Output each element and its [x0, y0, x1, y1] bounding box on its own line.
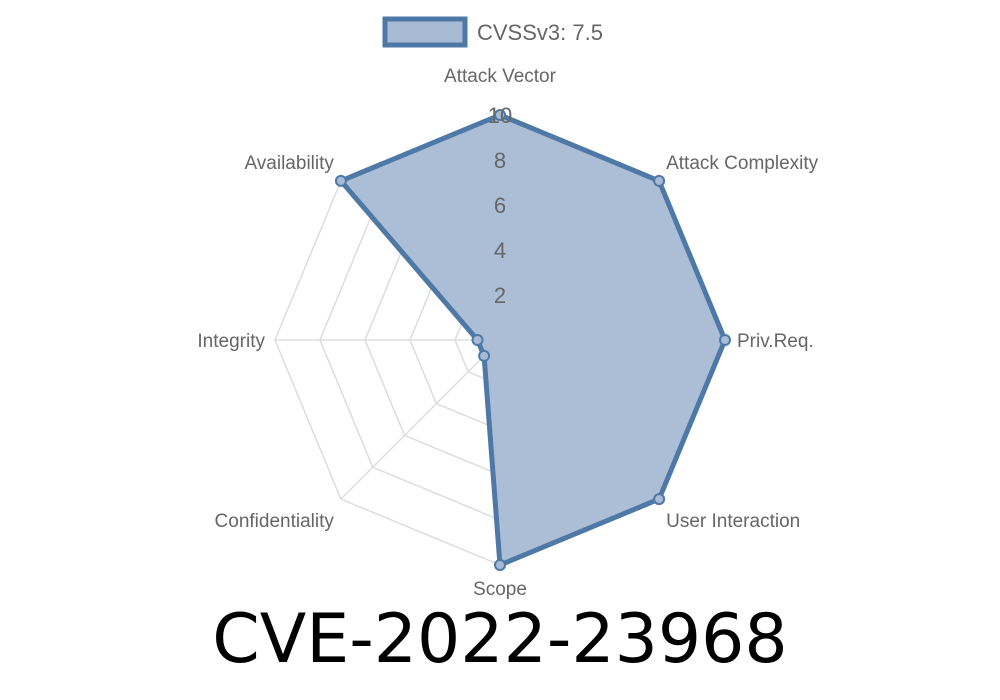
data-point-2[interactable] — [719, 334, 731, 346]
axis-label: Confidentiality — [215, 511, 335, 532]
axis-label: Availability — [244, 153, 334, 174]
tick-label: 8 — [494, 148, 506, 173]
axis-label: Attack Vector — [444, 66, 557, 87]
tick-labels: 2 4 6 8 10 — [488, 103, 512, 308]
data-point-7[interactable] — [334, 174, 347, 187]
axis-label: Integrity — [197, 331, 265, 352]
grid-spoke — [340, 339, 501, 500]
tick-label: 6 — [494, 193, 506, 218]
legend-swatch — [382, 16, 468, 48]
tick-label: 10 — [488, 103, 512, 128]
tick-label: 4 — [494, 238, 506, 263]
axis-label: Scope — [473, 579, 527, 600]
tick-label: 2 — [494, 283, 506, 308]
series-area — [334, 109, 731, 571]
chart-title: CVE-2022-23968 — [212, 600, 788, 679]
data-point-4[interactable] — [494, 559, 506, 571]
data-point-1[interactable] — [653, 174, 666, 187]
axis-label: Attack Complexity — [666, 153, 819, 174]
data-point-3[interactable] — [653, 493, 666, 506]
axis-label: User Interaction — [666, 511, 800, 532]
data-point-0[interactable] — [494, 109, 506, 121]
axis-label: Priv.Req. — [737, 331, 814, 352]
legend[interactable]: CVSSv3: 7.5 — [382, 16, 603, 48]
data-point-6[interactable] — [471, 334, 484, 346]
data-point-5[interactable] — [478, 349, 491, 362]
legend-label: CVSSv3: 7.5 — [477, 20, 603, 45]
axis-labels: Attack Vector Attack Complexity Priv.Req. U… — [197, 66, 818, 600]
